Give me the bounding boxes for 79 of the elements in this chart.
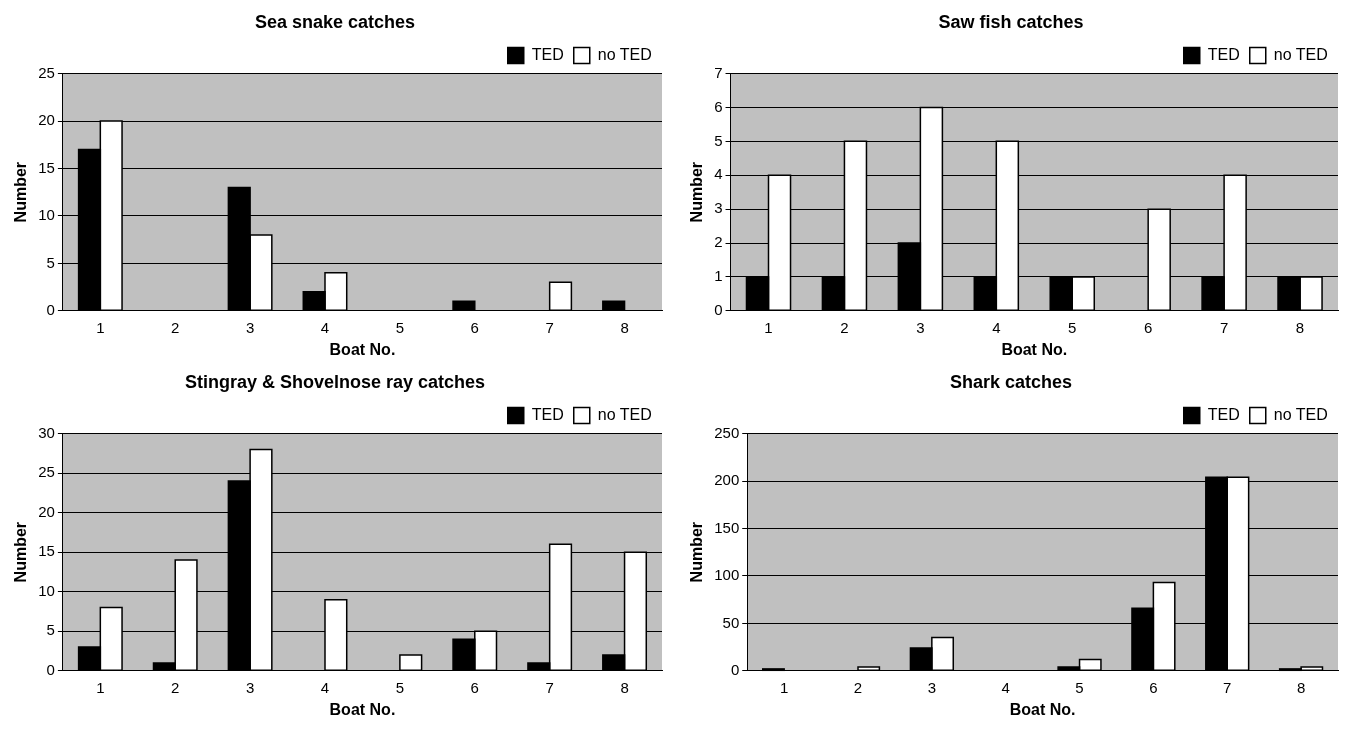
y-tick-label: 1 <box>714 267 723 285</box>
chart-title: Stingray & Shovelnose ray catches <box>184 371 486 392</box>
legend-label: no TED <box>597 46 652 64</box>
x-tick-label: 4 <box>320 678 330 696</box>
x-tick-label: 3 <box>927 678 937 696</box>
y-tick-label: 2 <box>714 233 723 251</box>
x-tick-label: 5 <box>1068 318 1077 336</box>
x-axis-title: Boat No. <box>1009 700 1076 718</box>
y-tick-label: 15 <box>38 542 55 560</box>
legend-label: TED <box>1207 46 1240 64</box>
x-tick-label: 8 <box>1296 678 1306 696</box>
x-tick-label: 6 <box>470 678 479 696</box>
y-tick-label: 30 <box>38 423 55 441</box>
y-tick-label: 50 <box>722 613 740 631</box>
x-tick-label: 6 <box>470 318 479 336</box>
legend-label: TED <box>1207 406 1240 424</box>
x-tick-label: 2 <box>853 678 863 696</box>
x-tick-label: 4 <box>320 318 330 336</box>
y-tick-label: 10 <box>38 206 55 224</box>
x-axis-title: Boat No. <box>329 340 396 358</box>
y-tick-label: 250 <box>714 423 740 441</box>
x-tick-label: 5 <box>1075 678 1084 696</box>
legend-label: no TED <box>1273 46 1328 64</box>
y-tick-label: 5 <box>46 253 55 271</box>
y-tick-label: 10 <box>38 581 55 599</box>
y-tick-label: 150 <box>714 518 740 536</box>
y-tick-label: 5 <box>46 621 55 639</box>
x-tick-label: 2 <box>840 318 849 336</box>
y-axis-title: Number <box>688 161 706 223</box>
x-tick-label: 6 <box>1144 318 1153 336</box>
x-tick-label: 7 <box>1219 318 1229 336</box>
x-tick-label: 6 <box>1149 678 1158 696</box>
x-axis-title: Boat No. <box>329 700 396 718</box>
x-tick-label: 4 <box>1001 678 1010 696</box>
y-tick-label: 15 <box>38 158 55 176</box>
y-tick-label: 200 <box>714 471 740 489</box>
chart-title: Sea snake catches <box>254 11 416 32</box>
x-tick-label: 3 <box>245 678 255 696</box>
y-tick-label: 3 <box>714 199 723 217</box>
chart-title: Shark catches <box>949 371 1073 392</box>
x-tick-label: 1 <box>96 678 105 696</box>
y-tick-label: 0 <box>46 300 55 318</box>
y-tick-label: 25 <box>38 463 55 481</box>
x-tick-label: 7 <box>1223 678 1232 696</box>
legend-label: no TED <box>597 406 652 424</box>
x-tick-label: 3 <box>245 318 255 336</box>
x-tick-label: 7 <box>545 678 554 696</box>
y-tick-label: 100 <box>714 566 740 584</box>
y-axis-title: Number <box>688 521 706 583</box>
x-tick-label: 8 <box>620 318 629 336</box>
x-tick-label: 3 <box>916 318 925 336</box>
y-tick-label: 25 <box>38 63 55 81</box>
y-tick-label: 0 <box>730 660 740 678</box>
x-axis-title: Boat No. <box>1001 340 1068 358</box>
legend-label: TED <box>531 46 564 64</box>
x-tick-label: 1 <box>96 318 105 336</box>
legend-label: TED <box>531 406 564 424</box>
x-tick-label: 1 <box>779 678 789 696</box>
x-tick-label: 8 <box>1295 318 1305 336</box>
y-axis-title: Number <box>12 161 30 223</box>
legend-label: no TED <box>1273 406 1328 424</box>
x-tick-label: 1 <box>764 318 773 336</box>
x-tick-label: 4 <box>992 318 1001 336</box>
y-tick-label: 4 <box>714 165 723 183</box>
y-tick-label: 5 <box>714 131 723 149</box>
x-tick-label: 7 <box>545 318 554 336</box>
y-tick-label: 20 <box>38 111 55 129</box>
x-tick-label: 5 <box>395 678 405 696</box>
x-tick-label: 8 <box>620 678 629 696</box>
y-tick-label: 0 <box>46 660 55 678</box>
y-axis-title: Number <box>12 521 30 583</box>
x-tick-label: 2 <box>171 318 180 336</box>
y-tick-label: 6 <box>714 97 723 115</box>
y-tick-label: 20 <box>38 502 55 520</box>
x-tick-label: 5 <box>395 318 405 336</box>
y-tick-label: 7 <box>714 63 723 81</box>
chart-title: Saw fish catches <box>938 11 1084 32</box>
x-tick-label: 2 <box>171 678 180 696</box>
y-tick-label: 0 <box>714 300 723 318</box>
